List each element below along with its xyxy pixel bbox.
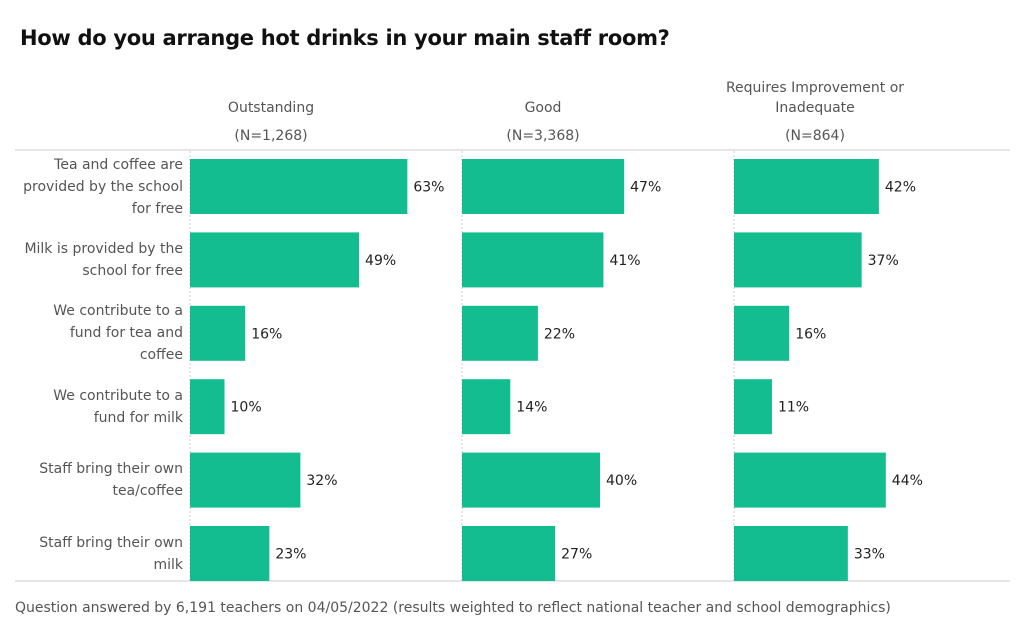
panel-sample-size: (N=864) [785,128,845,144]
category-label: We contribute to a fund for tea and coff… [53,303,183,364]
data-label: 22% [544,326,575,342]
panel-header: Requires Improvement or Inadequate [679,74,951,118]
panel-sample-size: (N=3,368) [506,128,580,144]
footnote: Question answered by 6,191 teachers on 0… [15,600,891,616]
panel-header: Outstanding [135,74,407,118]
bar [190,452,301,508]
bar [190,379,225,435]
data-label: 33% [854,547,885,563]
data-label: 40% [606,473,637,489]
data-label: 47% [630,180,661,196]
bar [462,526,556,581]
data-label: 32% [306,473,337,489]
data-label: 63% [413,180,444,196]
bar [734,379,772,435]
bar [190,305,246,361]
data-label: 16% [251,326,282,342]
data-label: 49% [365,253,396,269]
panel-header: Good [407,74,679,118]
data-label: 42% [885,180,916,196]
category-label: Staff bring their own milk [39,534,183,573]
data-label: 16% [795,326,826,342]
bar [190,526,270,581]
data-label: 27% [561,547,592,563]
bar [734,232,862,288]
category-label: We contribute to a fund for milk [53,387,183,426]
data-label: 23% [275,547,306,563]
bar [734,452,886,508]
bar [734,305,790,361]
panel-title: Outstanding [227,100,315,116]
bar [734,526,848,581]
bar [462,159,625,214]
chart-title: How do you arrange hot drinks in your ma… [20,26,670,50]
bar [462,452,600,508]
data-label: 44% [892,473,923,489]
category-label: Staff bring their own tea/coffee [39,461,183,500]
panel-title: Requires Improvement or Inadequate [725,80,905,116]
data-label: 11% [778,400,809,416]
panel-sample-size: (N=1,268) [234,128,308,144]
bar [462,379,511,435]
category-label: Tea and coffee are provided by the schoo… [23,156,183,217]
category-label: Milk is provided by the school for free [24,240,183,279]
bar [190,232,360,288]
data-label: 14% [516,400,547,416]
bar [190,159,408,214]
bar [462,232,604,288]
bar [462,305,538,361]
bar [734,159,879,214]
data-label: 37% [868,253,899,269]
panel-title: Good [524,100,562,116]
data-label: 41% [609,253,640,269]
data-label: 10% [231,400,262,416]
